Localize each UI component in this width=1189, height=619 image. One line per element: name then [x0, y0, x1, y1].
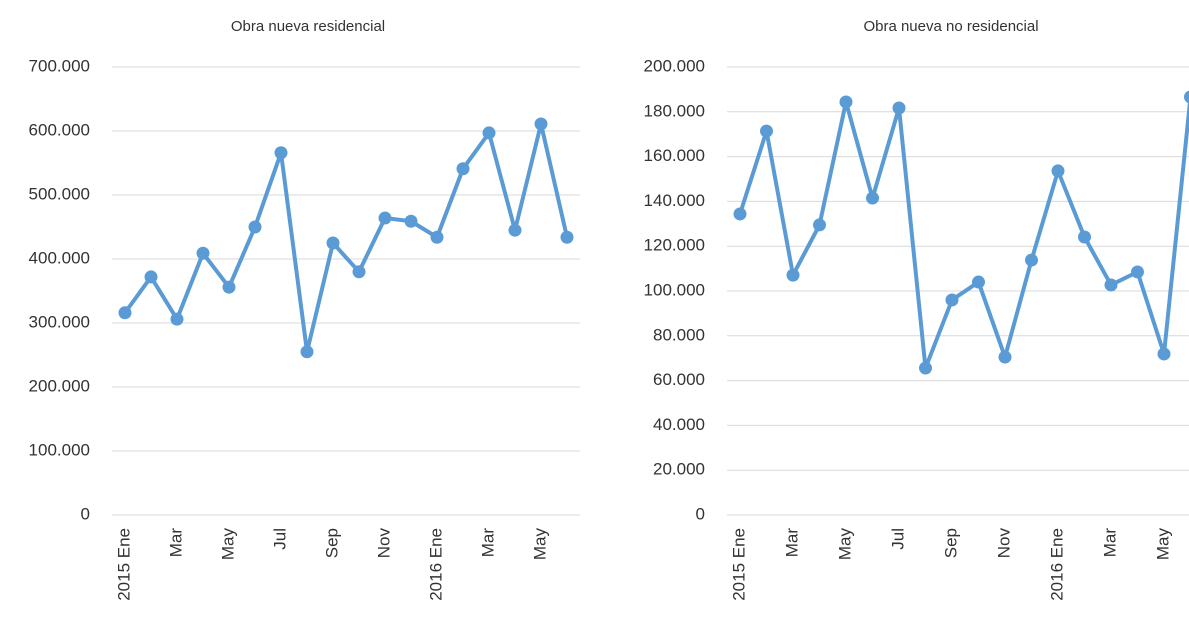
- point: [222, 280, 236, 294]
- y-tick-label: 600.000: [29, 120, 90, 139]
- x-tick-label: Sep: [941, 528, 960, 558]
- chart-title: Obra nueva no residencial: [863, 18, 1038, 35]
- y-tick-label: 80.000: [653, 325, 705, 344]
- point: [534, 117, 548, 131]
- point: [839, 95, 853, 109]
- point: [456, 162, 470, 176]
- y-tick-label: 20.000: [653, 460, 705, 479]
- x-tick-label: Mar: [782, 528, 801, 558]
- point: [118, 306, 132, 320]
- point: [998, 350, 1012, 364]
- point: [1078, 230, 1091, 244]
- point: [196, 246, 210, 260]
- point: [1157, 347, 1171, 361]
- point: [508, 223, 522, 237]
- y-tick-label: 400.000: [29, 248, 90, 267]
- point: [1131, 265, 1144, 279]
- x-tick-label: Mar: [1100, 528, 1119, 558]
- chart-title: Obra nueva residencial: [231, 18, 385, 35]
- point: [760, 124, 773, 138]
- y-tick-label: 700.000: [29, 56, 90, 75]
- x-tick-label: 2016 Ene: [426, 528, 445, 601]
- x-tick-label: 2015 Ene: [114, 528, 133, 601]
- y-tick-label: 200.000: [29, 376, 90, 395]
- point: [919, 361, 932, 375]
- y-tick-label: 300.000: [29, 312, 90, 331]
- y-tick-label: 60.000: [653, 370, 705, 389]
- point: [248, 220, 262, 234]
- point: [1104, 278, 1118, 292]
- point: [972, 275, 985, 289]
- y-tick-label: 160.000: [644, 146, 705, 165]
- x-tick-label: Sep: [322, 528, 341, 558]
- point: [274, 146, 288, 160]
- point: [352, 265, 366, 279]
- point: [1025, 253, 1038, 267]
- point: [378, 211, 392, 225]
- point: [786, 268, 800, 282]
- y-tick-label: 500.000: [29, 184, 90, 203]
- x-tick-label: May: [218, 528, 237, 561]
- y-tick-label: 180.000: [644, 101, 705, 120]
- x-tick-label: May: [530, 528, 549, 561]
- x-tick-label: Nov: [374, 528, 393, 559]
- point: [404, 214, 418, 228]
- point: [813, 218, 826, 232]
- point: [300, 345, 314, 359]
- point: [144, 270, 158, 284]
- point: [1184, 90, 1189, 104]
- y-tick-label: 100.000: [644, 280, 705, 299]
- y-tick-label: 200.000: [644, 56, 705, 75]
- y-tick-label: 100.000: [29, 440, 90, 459]
- x-tick-label: Jul: [888, 528, 907, 550]
- x-tick-label: May: [835, 528, 854, 561]
- point: [945, 293, 959, 307]
- y-tick-label: 120.000: [644, 236, 705, 255]
- point: [326, 236, 340, 250]
- point: [866, 191, 879, 205]
- x-tick-label: Nov: [994, 528, 1013, 559]
- x-tick-label: 2016 Ene: [1047, 528, 1066, 601]
- y-tick-label: 0: [81, 504, 90, 523]
- y-tick-label: 140.000: [644, 191, 705, 210]
- y-tick-label: 40.000: [653, 415, 705, 434]
- x-tick-label: May: [1153, 528, 1172, 561]
- x-tick-label: Mar: [478, 528, 497, 558]
- line: [123, 121, 569, 354]
- chart: Obra nueva residencial 0 100.000 200.000 300…: [29, 18, 580, 601]
- x-tick-label: 2015 Ene: [729, 528, 748, 601]
- point: [1051, 164, 1065, 178]
- x-tick-label: Jul: [270, 528, 289, 550]
- line: [738, 96, 1189, 371]
- chart: Obra nueva no residencial 0 20.000 40.000 60…: [644, 18, 1189, 601]
- point: [430, 230, 444, 244]
- point: [170, 312, 184, 326]
- x-tick-label: Mar: [166, 528, 185, 558]
- point: [892, 101, 906, 115]
- point: [733, 207, 747, 221]
- point: [482, 126, 496, 140]
- y-tick-label: 0: [696, 504, 705, 523]
- point: [560, 230, 574, 244]
